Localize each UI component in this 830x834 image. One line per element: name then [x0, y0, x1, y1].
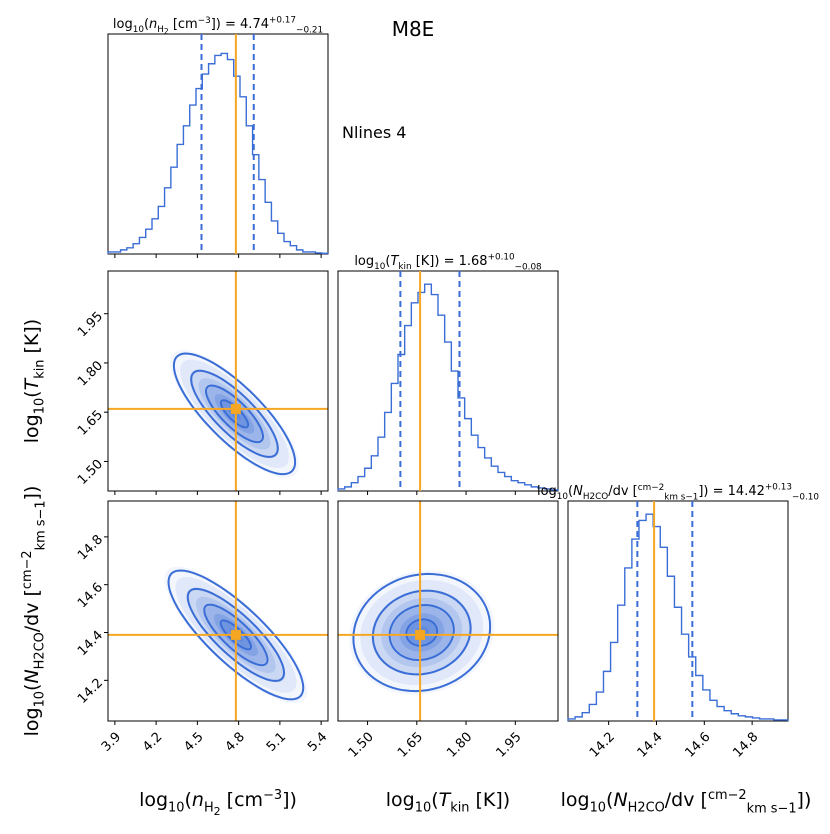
- y-axis-label-Tkin: log10(Tkin [K]): [21, 319, 48, 443]
- panel-frame: [337, 500, 559, 722]
- hist-panel-NH2CO: log10(NH2CO/dv [cm−2km s−1]) = 14.42+0.1…: [537, 483, 819, 725]
- plot-title: M8E: [392, 17, 435, 41]
- contour-line: [204, 384, 265, 444]
- y-tick-label-NH2CO: 14.2: [75, 676, 106, 707]
- x-tick-label-Tkin: 1.80: [444, 730, 475, 761]
- param-title-nH2: log10(nH2 [cm−3]) = 4.74+0.17−0.21: [113, 16, 323, 37]
- x-axis-label-nH2: log10(nH2 [cm−3]): [139, 788, 297, 818]
- hist-panel-nH2: log10(nH2 [cm−3]) = 4.74+0.17−0.21: [107, 16, 329, 258]
- x-tick-label-nH2: 4.5: [181, 730, 206, 755]
- histogram-nH2: [107, 52, 329, 255]
- contour-line: [405, 618, 439, 647]
- contour-line: [167, 569, 305, 701]
- y-tick-label-Tkin: 1.95: [75, 309, 106, 340]
- x-tick-label-NH2CO: 14.2: [587, 730, 618, 761]
- x-tick-label-nH2: 5.1: [264, 730, 289, 755]
- x-tick-label-Tkin: 1.50: [346, 730, 377, 761]
- panel-frame: [107, 500, 329, 722]
- y-tick-label-NH2CO: 14.8: [75, 532, 106, 563]
- panel-frame: [567, 500, 789, 722]
- y-tick-label-NH2CO: 14.6: [75, 580, 106, 611]
- x-tick-label-nH2: 4.2: [140, 730, 165, 755]
- panel-frame: [337, 270, 559, 492]
- x-tick-label-Tkin: 1.65: [395, 730, 426, 761]
- x-axis-label-Tkin: log10(Tkin [K]): [386, 789, 510, 816]
- contour-panel-Tkin-NH2CO: [337, 500, 559, 725]
- panel-frame: [107, 33, 329, 255]
- contour-panel-nH2-NH2CO: [104, 500, 329, 725]
- y-tick-label-Tkin: 1.80: [75, 358, 106, 389]
- x-axis-label-NH2CO: log10(NH2CO/dv [cm−2km s−1]): [561, 788, 812, 817]
- y-tick-label-NH2CO: 14.4: [75, 628, 106, 659]
- contour-line: [172, 352, 297, 476]
- y-tick-label-Tkin: 1.50: [75, 457, 106, 488]
- nlines-annotation: Nlines 4: [342, 123, 406, 142]
- truth-marker: [230, 403, 241, 414]
- param-title-NH2CO: log10(NH2CO/dv [cm−2km s−1]) = 14.42+0.1…: [537, 483, 819, 503]
- contour-line: [352, 572, 492, 693]
- contour-line: [203, 603, 269, 667]
- x-tick-label-NH2CO: 14.8: [730, 730, 761, 761]
- truth-marker: [415, 629, 426, 640]
- contour-line: [219, 399, 250, 429]
- contour-line: [371, 589, 472, 676]
- x-tick-label-Tkin: 1.95: [493, 730, 524, 761]
- x-tick-label-NH2CO: 14.4: [635, 730, 666, 761]
- x-tick-label-nH2: 5.4: [305, 730, 330, 755]
- histogram-Tkin: [337, 283, 559, 491]
- contour-line: [219, 619, 253, 651]
- x-tick-label-NH2CO: 14.6: [682, 730, 713, 761]
- contour-panel-nH2-Tkin: [104, 270, 329, 495]
- y-tick-label-Tkin: 1.65: [75, 408, 106, 439]
- panel-frame: [107, 270, 329, 492]
- x-tick-label-nH2: 3.9: [99, 730, 124, 755]
- y-axis-label-NH2CO: log10(NH2CO/dv [cm−2km s−1]): [20, 486, 49, 737]
- truth-marker: [230, 629, 241, 640]
- hist-panel-Tkin: log10(Tkin [K]) = 1.68+0.10−0.08: [337, 253, 559, 495]
- histogram-NH2CO: [567, 513, 789, 721]
- x-tick-label-nH2: 4.8: [223, 730, 248, 755]
- contour-line: [186, 587, 286, 682]
- param-title-Tkin: log10(Tkin [K]) = 1.68+0.10−0.08: [354, 253, 542, 273]
